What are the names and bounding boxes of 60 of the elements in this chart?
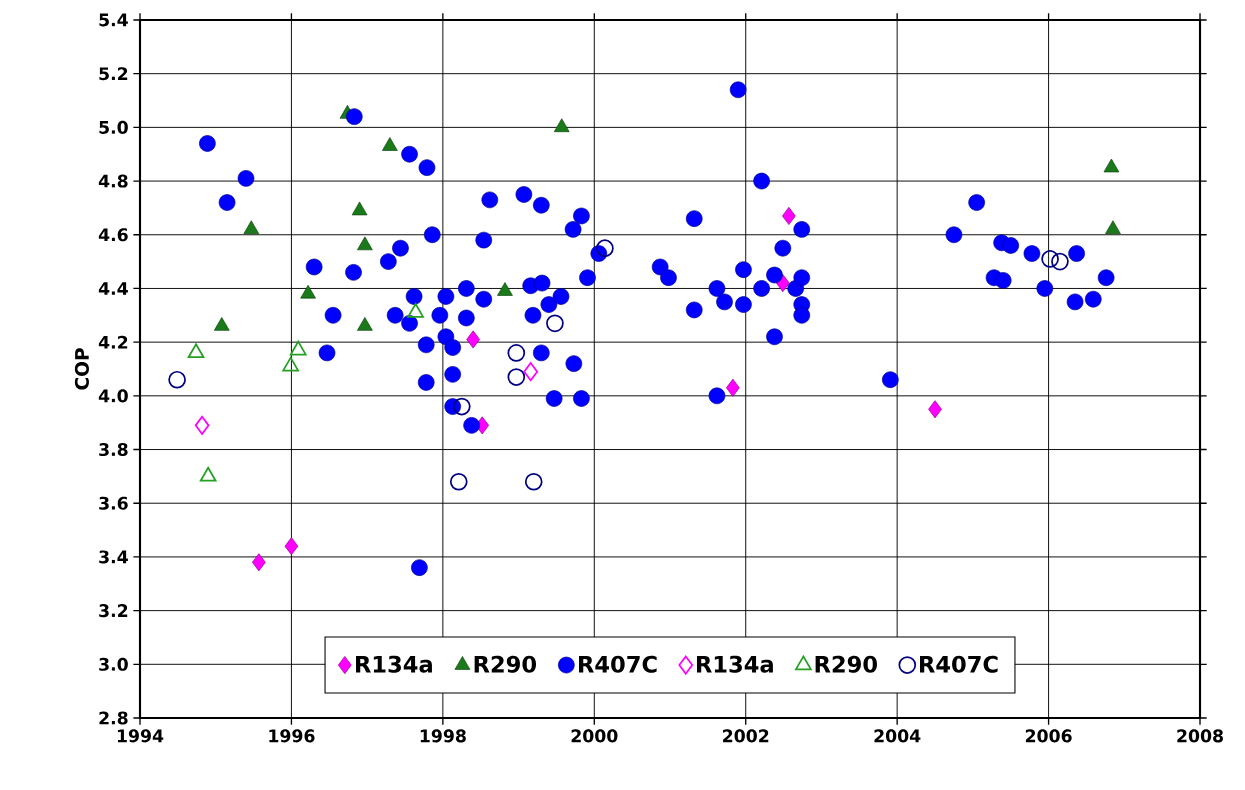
x-tick-label: 2002 <box>723 729 769 743</box>
point <box>546 314 564 333</box>
point <box>449 472 468 491</box>
point <box>1105 220 1121 235</box>
legend-label: R134a <box>356 655 432 673</box>
y-tick-label: 3.4 <box>99 550 128 564</box>
y-tick-label: 3.6 <box>99 496 128 510</box>
point <box>1041 250 1059 268</box>
y-tick-label: 2.8 <box>99 711 128 725</box>
y-tick-label: 3.8 <box>99 443 128 457</box>
legend-label: R407C <box>579 655 657 673</box>
point <box>466 330 480 349</box>
point <box>928 400 942 419</box>
legend-label: R290 <box>815 655 877 673</box>
point <box>1051 252 1069 271</box>
point <box>782 207 796 225</box>
y-tick-label: 4.2 <box>98 335 128 349</box>
y-tick-label: 4.6 <box>98 228 128 242</box>
y-tick-label: 4.0 <box>98 389 128 403</box>
point <box>243 220 260 235</box>
point <box>524 472 543 491</box>
x-tick-label: 2000 <box>571 729 618 743</box>
point <box>284 537 299 556</box>
x-tick-label: 1996 <box>269 729 315 743</box>
point <box>382 137 398 151</box>
y-tick-label: 3.0 <box>99 657 128 671</box>
point <box>187 343 205 359</box>
y-tick-label: 4.4 <box>98 282 128 295</box>
legend-label: R290 <box>474 655 537 673</box>
y-tick-label: 3.2 <box>99 604 128 618</box>
point <box>507 368 526 386</box>
point <box>497 282 513 296</box>
y-tick-label: 5.4 <box>99 13 128 27</box>
x-tick-label: 1998 <box>420 729 466 743</box>
point <box>357 317 373 331</box>
y-tick-label: 5.0 <box>99 120 128 134</box>
point <box>252 553 266 572</box>
y-tick-label: 4.8 <box>98 174 128 188</box>
point <box>282 356 300 372</box>
x-tick-label: 2006 <box>1025 729 1072 743</box>
point <box>1103 158 1120 173</box>
point <box>523 362 539 382</box>
point <box>553 118 570 133</box>
legend-label: R407C <box>920 655 998 673</box>
x-tick-label: 2004 <box>874 729 921 743</box>
point <box>300 284 316 299</box>
point <box>726 378 740 397</box>
x-tick-label: 2008 <box>1177 729 1223 743</box>
point <box>507 344 526 362</box>
point <box>407 303 424 318</box>
point <box>357 236 373 251</box>
point <box>289 340 307 356</box>
x-tick-label: 1994 <box>117 729 164 743</box>
point <box>168 370 186 389</box>
point <box>213 317 230 331</box>
point <box>194 415 210 435</box>
point <box>351 201 368 216</box>
legend-label: R134a <box>696 655 773 673</box>
y-axis-title: COP <box>74 348 89 390</box>
y-tick-label: 5.2 <box>99 67 128 81</box>
